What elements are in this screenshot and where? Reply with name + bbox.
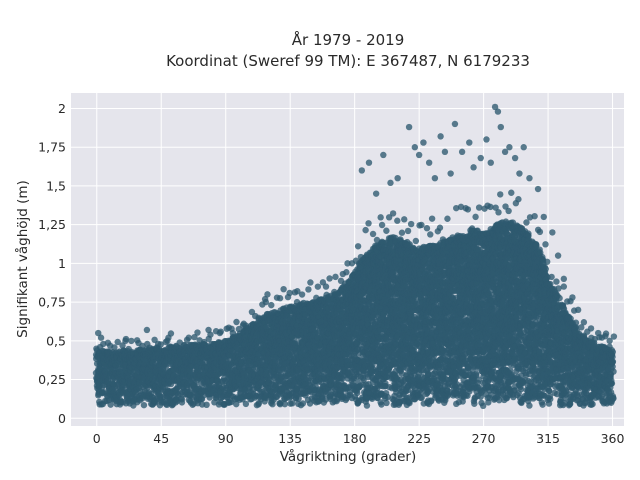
chart-title-line2: Koordinat (Sweref 99 TM): E 367487, N 61… (166, 52, 530, 70)
data-point (281, 400, 289, 408)
data-point (140, 401, 148, 409)
data-point (382, 389, 390, 397)
data-point (242, 400, 250, 408)
data-point (203, 401, 210, 409)
data-point (383, 399, 390, 407)
chart-title-line1: År 1979 - 2019 (292, 30, 405, 49)
data-points (92, 103, 618, 410)
data-point (178, 399, 186, 406)
data-point (107, 401, 114, 408)
